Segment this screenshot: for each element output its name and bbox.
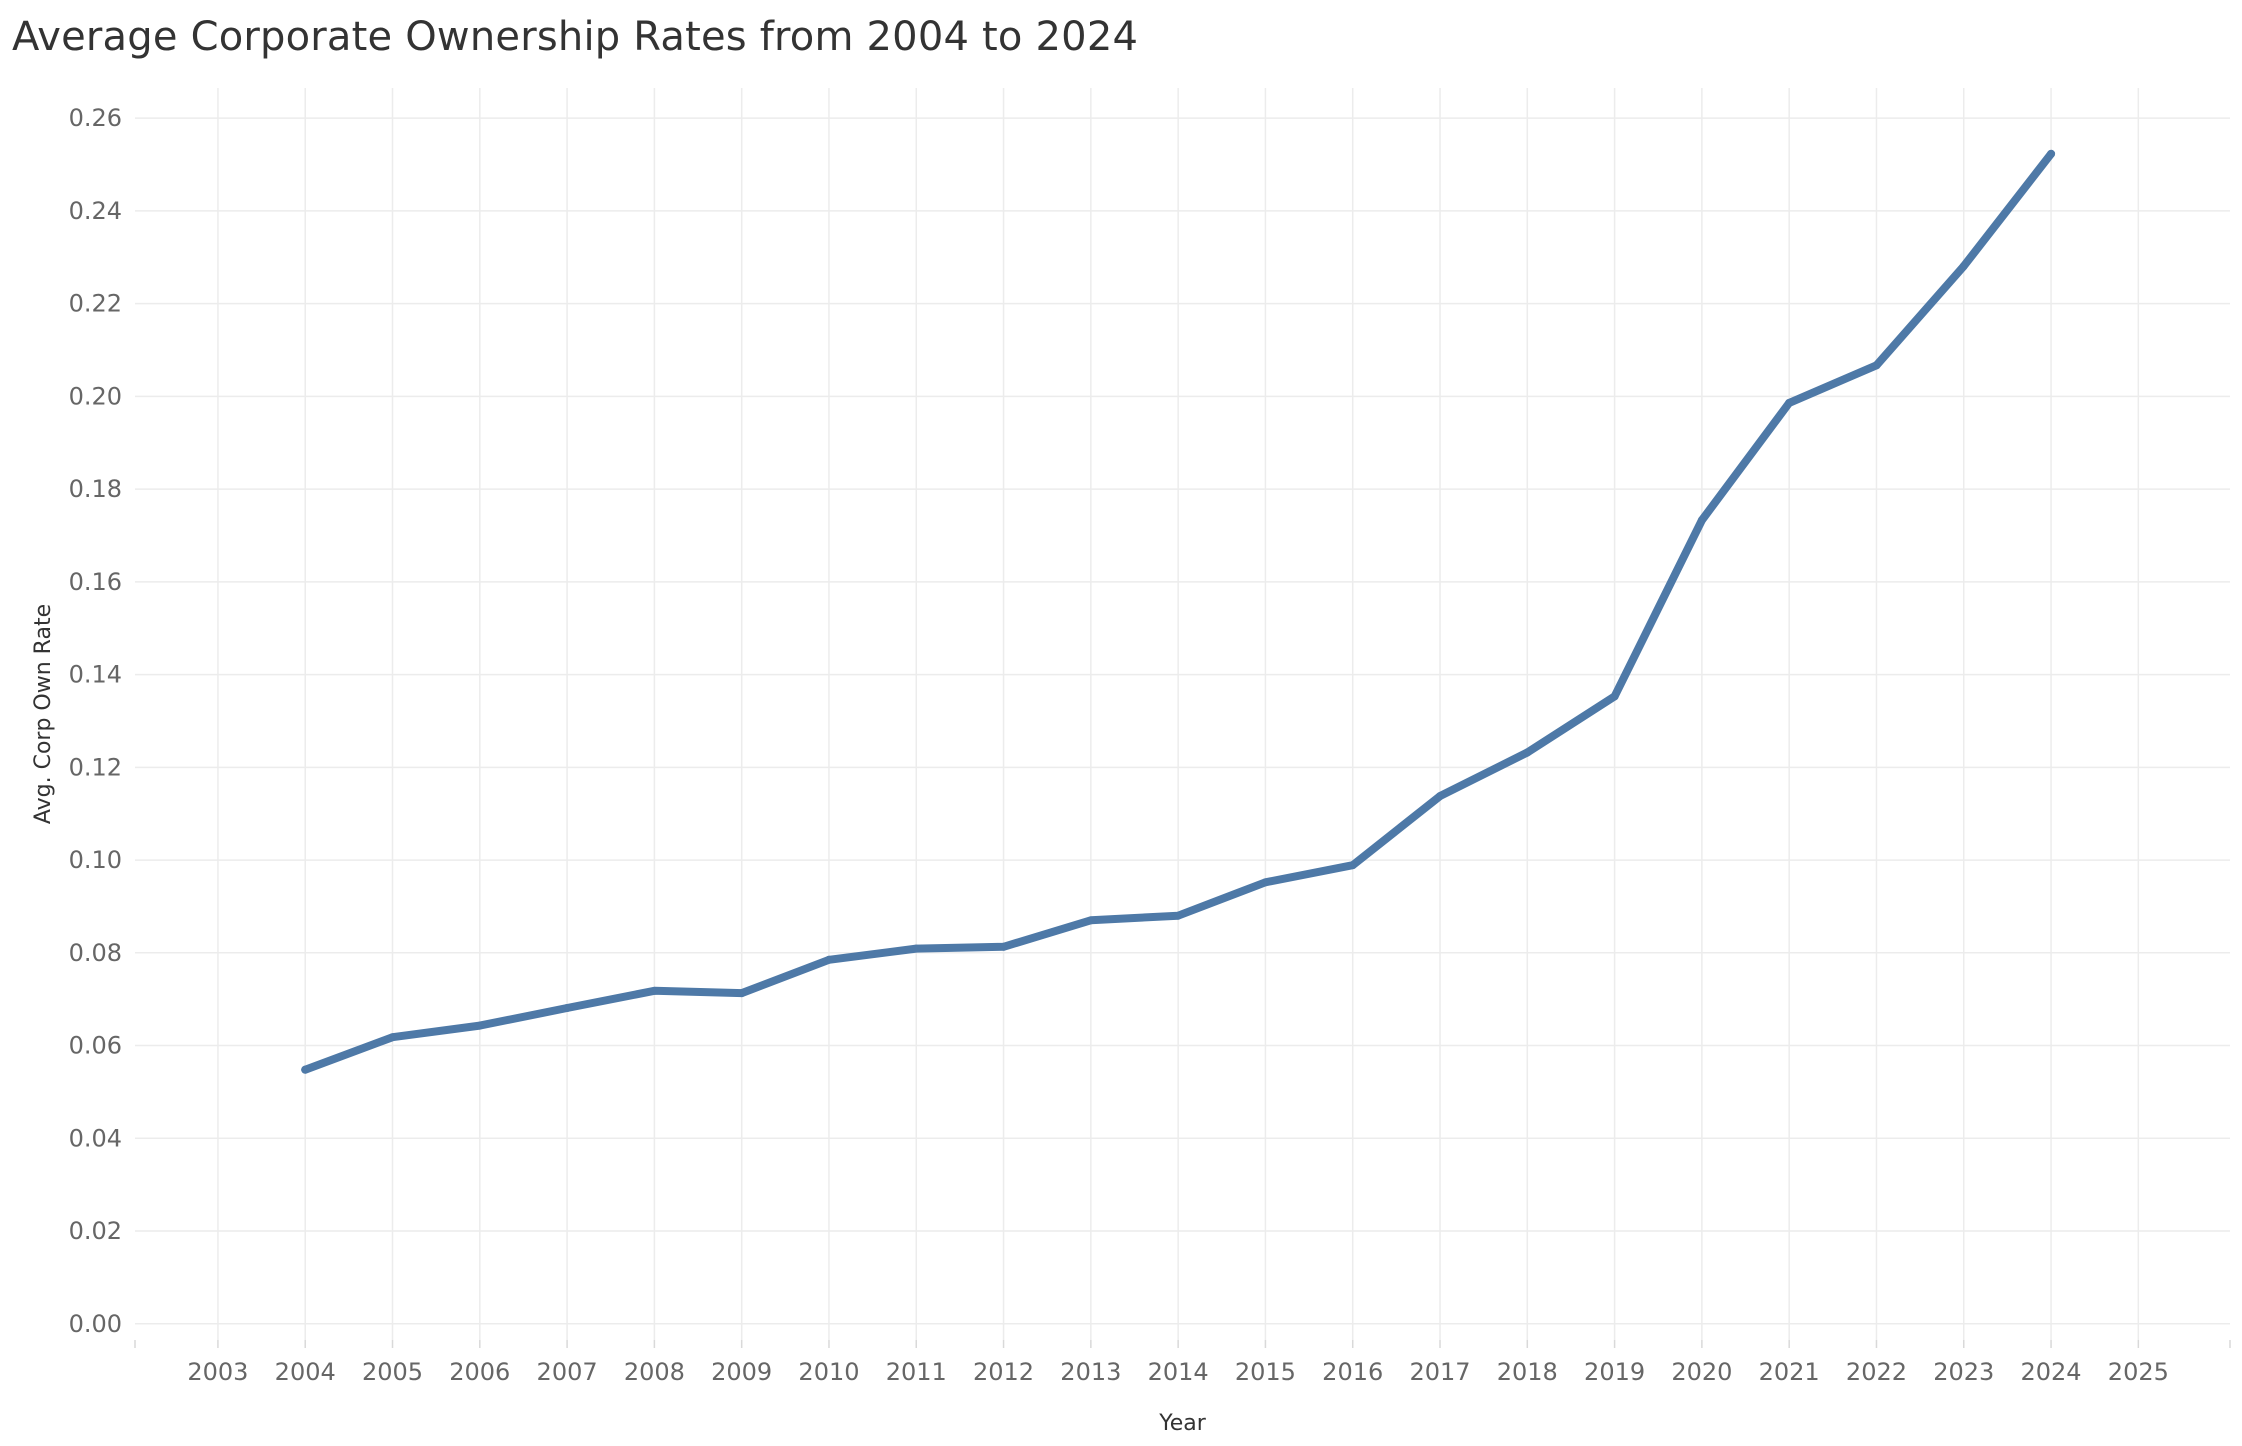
data-point (650, 986, 659, 995)
data-point (1261, 878, 1270, 887)
series-lines (301, 149, 2056, 1074)
x-axis-title: Year (1158, 1411, 1207, 1436)
x-tick-label: 2012 (973, 1358, 1034, 1386)
data-point (1086, 916, 1095, 925)
data-point (1959, 262, 1968, 271)
x-tick-label: 2023 (1933, 1358, 1994, 1386)
x-tick-label: 2007 (537, 1358, 598, 1386)
x-tick-label: 2011 (886, 1358, 947, 1386)
chart-title: Average Corporate Ownership Rates from 2… (12, 14, 1139, 60)
data-point (475, 1021, 484, 1030)
x-tick-label: 2018 (1497, 1358, 1558, 1386)
x-tick-label: 2006 (449, 1358, 510, 1386)
data-point (2047, 149, 2056, 158)
x-tick-label: 2019 (1584, 1358, 1645, 1386)
x-tick-label: 2004 (275, 1358, 336, 1386)
y-tick-label: 0.26 (69, 104, 122, 132)
x-tick-label: 2024 (2021, 1358, 2082, 1386)
y-tick-label: 0.24 (69, 197, 122, 225)
data-point (824, 955, 833, 964)
y-tick-label: 0.08 (69, 939, 122, 967)
y-tick-label: 0.14 (69, 661, 122, 689)
data-point (1697, 516, 1706, 525)
y-tick-label: 0.04 (69, 1124, 122, 1152)
x-tick-label: 2005 (362, 1358, 423, 1386)
data-point (1872, 361, 1881, 370)
data-point (301, 1065, 310, 1074)
x-tick-label: 2022 (1846, 1358, 1907, 1386)
x-tick-label: 2014 (1148, 1358, 1209, 1386)
y-tick-label: 0.20 (69, 382, 122, 410)
data-point (912, 944, 921, 953)
x-tick-label: 2009 (711, 1358, 772, 1386)
data-point (1436, 792, 1445, 801)
data-point (1523, 748, 1532, 757)
y-tick-label: 0.18 (69, 475, 122, 503)
data-point (1348, 861, 1357, 870)
y-tick-label: 0.22 (69, 290, 122, 318)
data-point (1174, 911, 1183, 920)
gridlines (135, 88, 2230, 1340)
x-tick-label: 2015 (1235, 1358, 1296, 1386)
y-axis-title: Avg. Corp Own Rate (31, 604, 56, 824)
y-tick-label: 0.06 (69, 1032, 122, 1060)
x-tick-label: 2008 (624, 1358, 685, 1386)
x-tick-label: 2020 (1671, 1358, 1732, 1386)
x-tick-label: 2003 (187, 1358, 248, 1386)
data-point (999, 942, 1008, 951)
data-point (388, 1033, 397, 1042)
x-tick-label: 2016 (1322, 1358, 1383, 1386)
x-tick-label: 2010 (798, 1358, 859, 1386)
y-tick-label: 0.12 (69, 753, 122, 781)
tick-labels: 0.00 0.02 0.04 0.06 0.08 0.10 0.12 0.14 0.16 0.18… (69, 104, 2169, 1386)
axes (134, 1340, 2231, 1348)
y-tick-label: 0.10 (69, 846, 122, 874)
y-tick-label: 0.16 (69, 568, 122, 596)
x-tick-label: 2021 (1759, 1358, 1820, 1386)
data-point (1610, 692, 1619, 701)
y-tick-label: 0.02 (69, 1217, 122, 1245)
x-tick-label: 2025 (2108, 1358, 2169, 1386)
x-tick-label: 2013 (1060, 1358, 1121, 1386)
y-tick-label: 0.00 (69, 1310, 122, 1338)
data-point (737, 989, 746, 998)
data-point (563, 1003, 572, 1012)
x-tick-label: 2017 (1409, 1358, 1470, 1386)
data-point (1785, 398, 1794, 407)
